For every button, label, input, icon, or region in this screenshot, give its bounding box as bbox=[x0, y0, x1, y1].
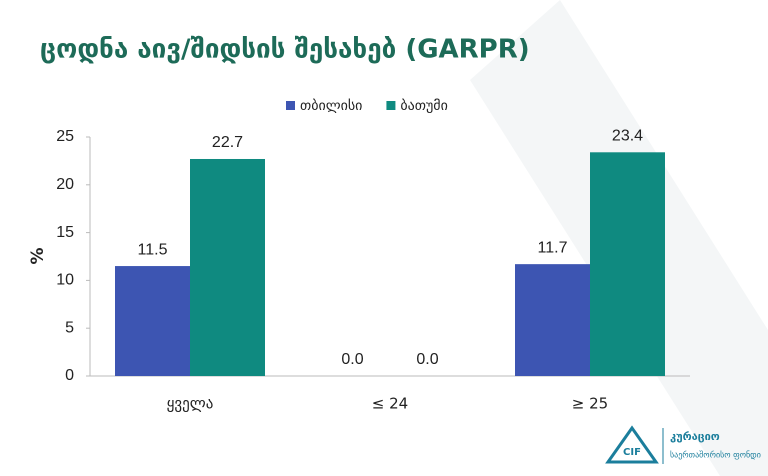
y-tick-label: 25 bbox=[56, 128, 74, 145]
bar bbox=[190, 158, 265, 376]
y-tick-label: 0 bbox=[65, 367, 74, 384]
value-label: 11.5 bbox=[138, 241, 168, 258]
y-tick-label: 15 bbox=[56, 224, 74, 241]
y-tick-label: 10 bbox=[56, 272, 74, 289]
legend-label: ბათუმი bbox=[400, 98, 447, 114]
value-label: 22.7 bbox=[212, 134, 243, 151]
value-label: 0.0 bbox=[341, 351, 363, 368]
value-label: 11.7 bbox=[538, 239, 568, 256]
logo-mark: CIF bbox=[623, 447, 641, 458]
value-label: 0.0 bbox=[416, 351, 438, 368]
y-axis-label: % bbox=[28, 247, 48, 264]
logo: CIF კურაციო საერთაშორისო ფონდი bbox=[605, 425, 761, 464]
logo-subtitle: საერთაშორისო ფონდი bbox=[670, 450, 761, 460]
bar bbox=[590, 152, 665, 376]
bar bbox=[115, 266, 190, 376]
y-tick-label: 20 bbox=[56, 176, 74, 193]
legend-swatch bbox=[286, 101, 295, 110]
legend-swatch bbox=[386, 101, 396, 110]
bar bbox=[515, 264, 590, 376]
x-tick-label: ყველა bbox=[167, 395, 214, 413]
x-tick-label: ≥ 25 bbox=[572, 395, 608, 413]
y-tick-label: 5 bbox=[65, 319, 74, 336]
logo-name: კურაციო bbox=[670, 430, 720, 443]
logo-icon bbox=[605, 425, 659, 464]
x-tick-label: ≤ 24 bbox=[372, 395, 408, 413]
chart-title: ცოდნა აივ/შიდსის შესახებ (GARPR) bbox=[40, 35, 530, 65]
legend-label: თბილისი bbox=[300, 98, 362, 114]
value-label: 23.4 bbox=[612, 128, 643, 145]
